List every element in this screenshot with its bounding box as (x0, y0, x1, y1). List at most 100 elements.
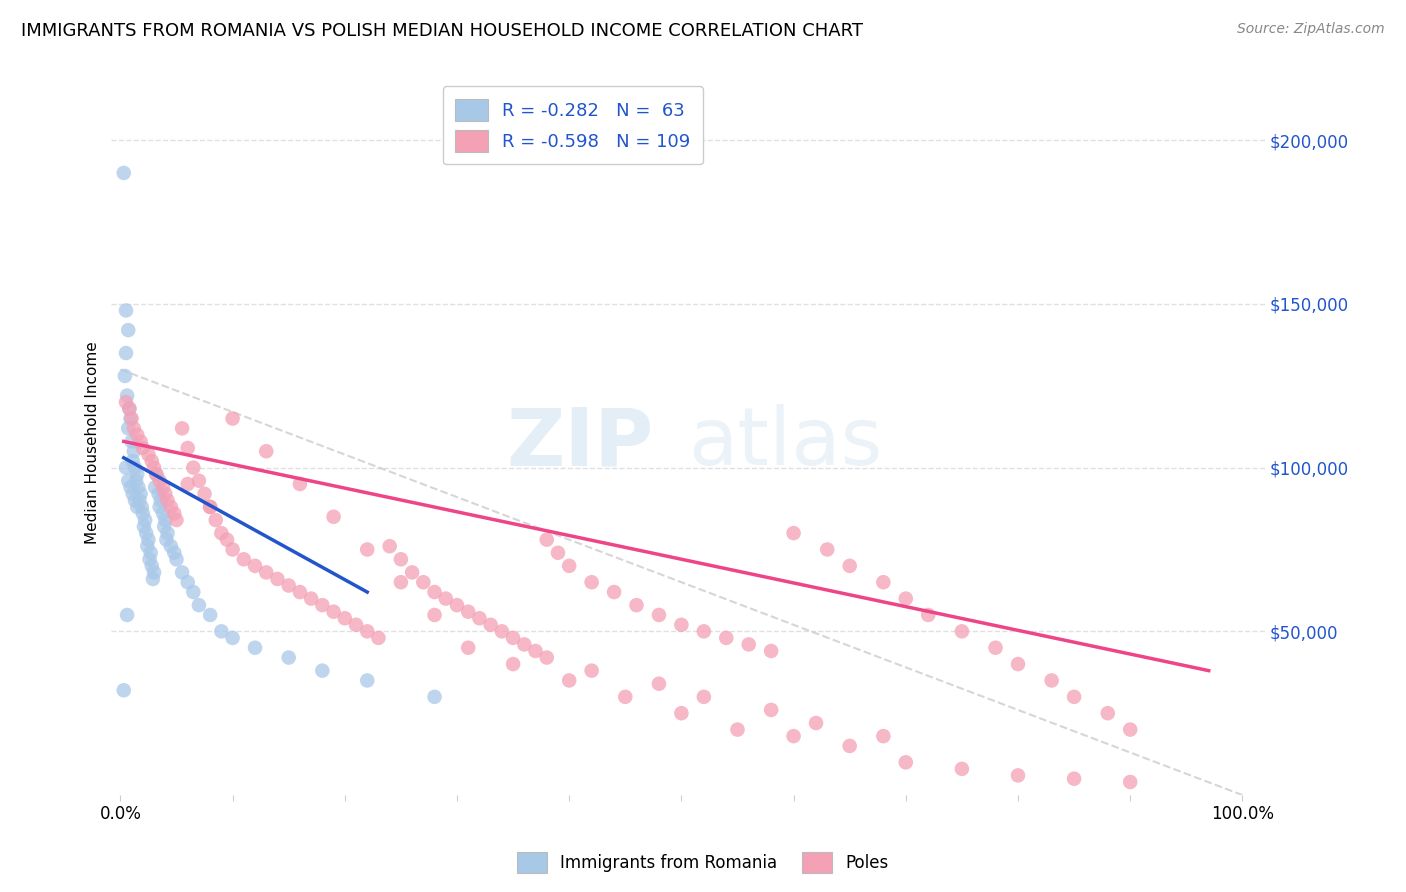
Point (138, 448, 160, 462)
Text: atlas: atlas (688, 404, 883, 482)
Point (671, 706, 693, 721)
Point (311, 664, 333, 678)
Point (648, 677, 671, 691)
Point (1097, 706, 1119, 721)
Point (120, 480, 142, 494)
Point (121, 487, 143, 501)
Point (177, 477, 200, 491)
Point (299, 591, 322, 606)
Point (145, 467, 167, 482)
Point (143, 566, 166, 580)
Point (143, 480, 166, 494)
Point (132, 519, 155, 533)
Point (671, 617, 693, 632)
Point (457, 640, 479, 655)
Point (141, 558, 163, 573)
Point (716, 631, 738, 645)
Point (131, 500, 153, 514)
Point (446, 598, 468, 612)
Point (153, 519, 176, 533)
Point (502, 631, 524, 645)
Legend: Immigrants from Romania, Poles: Immigrants from Romania, Poles (510, 846, 896, 880)
Point (344, 617, 367, 632)
Point (204, 513, 226, 527)
Point (155, 513, 177, 527)
Point (423, 690, 446, 704)
Point (156, 526, 179, 541)
Point (333, 611, 356, 625)
Point (166, 513, 188, 527)
Point (125, 474, 148, 488)
Point (166, 552, 188, 566)
Point (132, 507, 155, 521)
Point (187, 474, 209, 488)
Point (536, 650, 558, 665)
Point (209, 624, 232, 639)
Point (117, 323, 139, 337)
Point (145, 467, 167, 482)
Point (138, 533, 160, 547)
Point (693, 690, 716, 704)
Point (804, 716, 827, 731)
Point (221, 542, 243, 557)
Point (124, 493, 146, 508)
Point (152, 480, 174, 494)
Point (143, 460, 166, 475)
Point (648, 607, 671, 622)
Point (129, 434, 152, 449)
Point (759, 703, 782, 717)
Point (782, 526, 804, 541)
Point (139, 546, 162, 560)
Point (266, 572, 288, 586)
Point (118, 401, 141, 416)
Point (254, 444, 277, 458)
Point (479, 617, 502, 632)
Point (367, 631, 389, 645)
Point (135, 526, 157, 541)
Legend: R = -0.282   N =  63, R = -0.598   N = 109: R = -0.282 N = 63, R = -0.598 N = 109 (443, 86, 703, 164)
Point (127, 467, 149, 482)
Point (160, 500, 183, 514)
Point (254, 566, 277, 580)
Point (134, 513, 156, 527)
Point (121, 411, 143, 425)
Point (156, 493, 179, 508)
Point (558, 558, 581, 573)
Point (412, 575, 434, 590)
Point (614, 690, 637, 704)
Point (468, 611, 491, 625)
Point (984, 640, 1007, 655)
Y-axis label: Median Household Income: Median Household Income (86, 342, 100, 544)
Point (838, 558, 860, 573)
Point (288, 585, 311, 599)
Point (177, 441, 200, 455)
Point (120, 411, 142, 425)
Point (177, 575, 200, 590)
Point (127, 500, 149, 514)
Point (117, 421, 139, 435)
Point (782, 729, 804, 743)
Point (322, 605, 344, 619)
Point (917, 607, 939, 622)
Point (894, 591, 917, 606)
Point (172, 566, 194, 580)
Point (502, 657, 524, 671)
Point (536, 533, 558, 547)
Point (950, 762, 973, 776)
Point (115, 303, 138, 318)
Text: IMMIGRANTS FROM ROMANIA VS POLISH MEDIAN HOUSEHOLD INCOME CORRELATION CHART: IMMIGRANTS FROM ROMANIA VS POLISH MEDIAN… (21, 22, 863, 40)
Point (121, 434, 143, 449)
Point (401, 566, 423, 580)
Point (122, 421, 145, 435)
Point (136, 539, 159, 553)
Point (277, 578, 299, 592)
Point (524, 644, 547, 658)
Point (356, 673, 378, 688)
Point (457, 605, 479, 619)
Point (693, 624, 716, 639)
Point (152, 507, 174, 521)
Point (112, 683, 135, 698)
Point (872, 729, 894, 743)
Point (127, 428, 149, 442)
Point (243, 558, 266, 573)
